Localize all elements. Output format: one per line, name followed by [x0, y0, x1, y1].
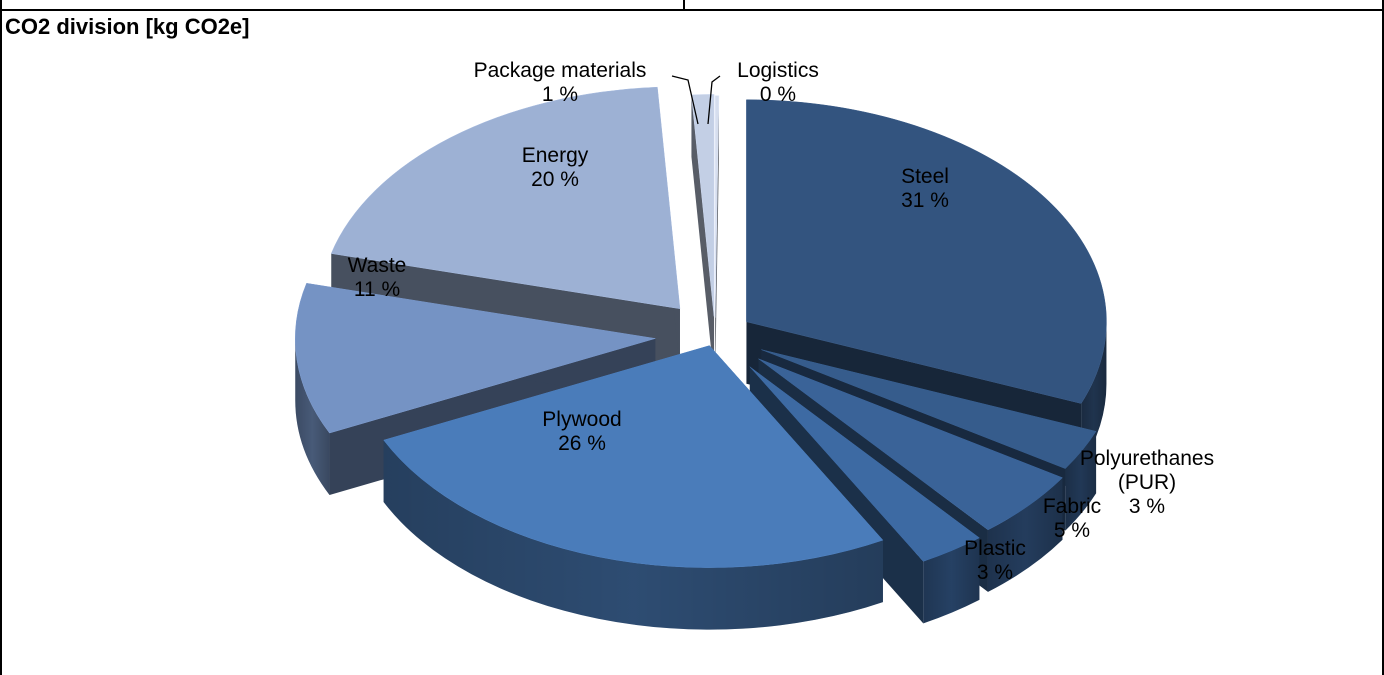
- pie-slice: [746, 99, 1107, 404]
- slice-tops: [295, 86, 1107, 568]
- pie-slice: [295, 283, 656, 434]
- slice-label: Package materials 1 %: [474, 59, 647, 106]
- slice-percent: 3 %: [1129, 495, 1165, 518]
- leader-lines: [671, 75, 721, 125]
- slice-name: Steel: [901, 165, 949, 188]
- pie-slice: [714, 95, 720, 318]
- slice-labels: Steel 31 %Polyurethanes (PUR) 3 %Fabric 5 %P…: [348, 59, 1215, 584]
- slice-rim-shade: [383, 440, 883, 630]
- slice-name: Fabric: [1043, 495, 1101, 518]
- slice-rim-shade: [1065, 431, 1097, 531]
- slice-wall: [691, 94, 715, 379]
- slice-percent: 20 %: [531, 168, 579, 191]
- slice-name: Energy: [522, 144, 589, 167]
- slice-name: Plastic: [964, 537, 1026, 560]
- slice-percent: 3 %: [977, 561, 1013, 584]
- slice-label: Polyurethanes (PUR) 3 %: [1080, 447, 1214, 518]
- slice-percent: 0 %: [760, 83, 796, 106]
- slice-label: Logistics 0 %: [737, 59, 819, 106]
- slice-percent: 26 %: [558, 432, 606, 455]
- pie-slice: [383, 345, 884, 568]
- slice-rim-shade: [923, 537, 980, 624]
- pie-slice: [749, 366, 980, 562]
- slice-rim-shade: [295, 338, 330, 496]
- pie-slice: [758, 358, 1063, 531]
- top-border: [0, 0, 1384, 11]
- slice-label: Steel 31 %: [901, 165, 949, 212]
- slice-label: Energy 20 %: [522, 144, 589, 191]
- slice-label: Waste 11 %: [348, 254, 407, 301]
- slice-wall: [715, 95, 719, 380]
- pie-slice: [761, 349, 1097, 469]
- slice-name: Plywood: [542, 408, 621, 431]
- leader-line: [671, 75, 699, 125]
- slice-rim-shade: [987, 477, 1063, 592]
- pie-slice: [691, 94, 715, 317]
- slice-name: Logistics: [737, 59, 819, 82]
- slice-percent: 1 %: [542, 83, 578, 106]
- slice-name: Package materials: [474, 59, 647, 82]
- slice-percent: 5 %: [1054, 519, 1090, 542]
- leader-line: [707, 75, 721, 125]
- slice-name: Polyurethanes: [1080, 447, 1214, 470]
- slice-label: Plastic 3 %: [964, 537, 1026, 584]
- slice-label: Fabric 5 %: [1043, 495, 1101, 542]
- slice-name: (PUR): [1118, 471, 1176, 494]
- pie-slice: [330, 86, 681, 310]
- slice-name: Waste: [348, 254, 407, 277]
- slice-percent: 11 %: [354, 278, 400, 301]
- slice-label: Plywood 26 %: [542, 408, 621, 455]
- slice-percent: 31 %: [901, 189, 949, 212]
- chart-title: CO2 division [kg CO2e]: [5, 14, 250, 39]
- top-divider: [683, 0, 685, 11]
